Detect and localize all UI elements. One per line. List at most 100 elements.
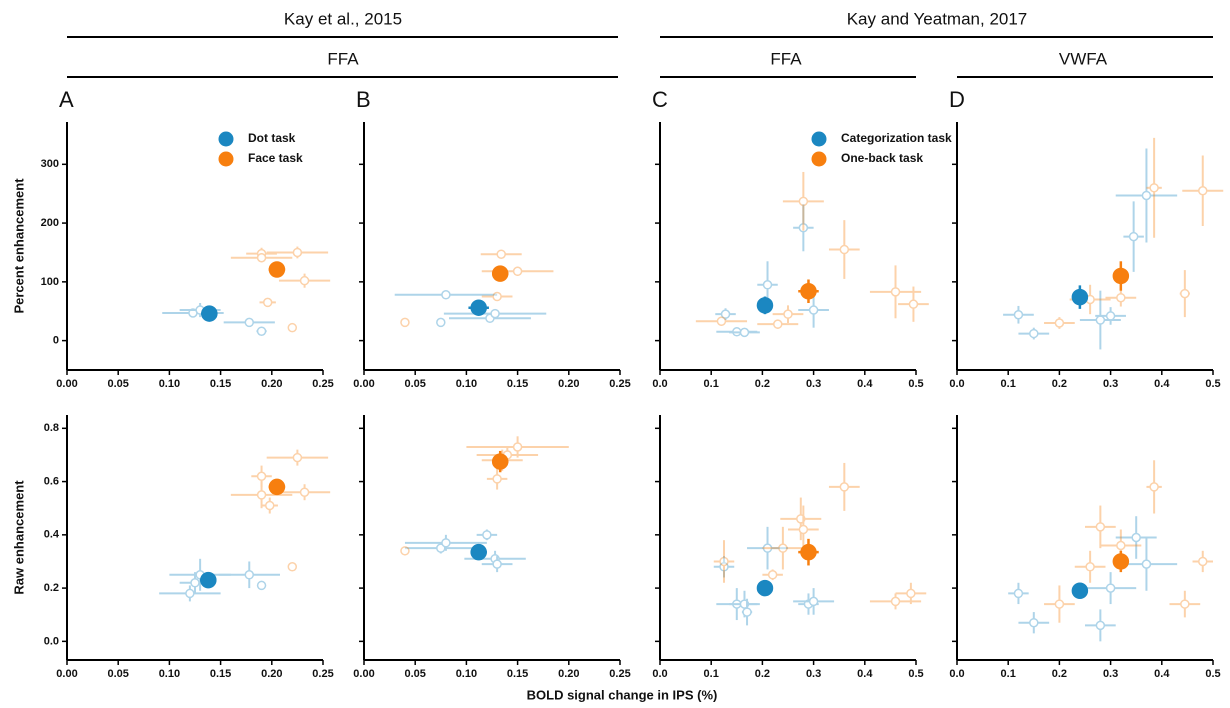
y-tick-label: 0.8 (44, 422, 59, 434)
x-tick-label: 0.3 (806, 668, 821, 680)
subject-marker (1054, 318, 1065, 328)
subject-group (159, 558, 280, 602)
mean-group (756, 296, 774, 315)
subject-marker (890, 287, 901, 297)
subject-marker (256, 471, 267, 481)
subject-marker (441, 290, 451, 300)
x-tick-label: 0.4 (1154, 378, 1170, 390)
mean-marker (1071, 582, 1089, 600)
mean-marker (491, 453, 509, 470)
subject-marker (1013, 310, 1024, 320)
mean-group (491, 265, 509, 282)
subject-marker (732, 599, 742, 609)
x-tick-label: 0.20 (261, 668, 282, 680)
x-tick-label: 0.15 (507, 378, 528, 390)
subject-group (230, 449, 331, 572)
subject-marker (1141, 190, 1152, 201)
x-tick-label: 0.10 (456, 378, 477, 390)
mean-group (1112, 261, 1130, 291)
subject-marker (762, 543, 773, 553)
x-tick-label: 0.05 (404, 668, 425, 680)
x-tick-label: 0.15 (507, 668, 528, 680)
subject-marker (400, 317, 410, 328)
subject-marker (1128, 231, 1139, 242)
subject-group (695, 171, 929, 329)
panel-letter: B (356, 87, 371, 112)
subject-marker (732, 327, 742, 337)
subject-marker (265, 500, 275, 511)
y-axis-label: Percent enhancement (11, 178, 26, 314)
subject-marker (796, 514, 806, 524)
subject-marker (299, 487, 310, 497)
subject-group (715, 204, 829, 338)
subject-marker (400, 546, 410, 556)
x-tick-label: 0.25 (609, 668, 630, 680)
panel-letter: A (59, 87, 74, 112)
subject-marker (492, 474, 502, 484)
x-tick-label: 0.2 (1052, 378, 1067, 390)
x-tick-label: 0.0 (652, 668, 667, 680)
subject-marker (441, 538, 451, 548)
mean-marker (268, 478, 286, 496)
subject-marker (485, 313, 495, 324)
mean-group (268, 261, 286, 278)
x-tick-label: 0.10 (159, 378, 180, 390)
subject-marker (256, 248, 267, 259)
subject-marker (292, 247, 303, 258)
y-tick-label: 300 (41, 158, 59, 170)
mean-marker (800, 283, 817, 300)
x-tick-label: 0.20 (558, 378, 579, 390)
x-tick-label: 0.05 (107, 378, 128, 390)
legend-label: Face task (248, 151, 303, 165)
subject-marker (1085, 562, 1095, 572)
subject-marker (1116, 292, 1126, 303)
subject-marker (1198, 556, 1208, 567)
subject-marker (256, 580, 267, 591)
x-tick-label: 0.15 (210, 378, 231, 390)
subject-marker (490, 554, 500, 564)
panel-letter: C (652, 87, 668, 112)
subject-group (394, 290, 547, 328)
subject-marker (739, 599, 750, 609)
x-tick-label: 0.00 (56, 378, 77, 390)
mean-group (201, 305, 218, 322)
subject-marker (803, 599, 814, 609)
x-tick-label: 0.10 (456, 668, 477, 680)
mean-group (200, 571, 217, 589)
y-tick-label: 100 (41, 276, 59, 288)
subject-marker (185, 588, 195, 599)
subject-marker (436, 317, 446, 328)
subject-marker (719, 562, 729, 572)
legend-label: One-back task (841, 151, 923, 165)
subject-marker (1095, 522, 1106, 532)
mean-group (1112, 550, 1130, 573)
subject-marker (798, 196, 809, 207)
mean-group (268, 478, 286, 496)
subject-marker (908, 299, 919, 309)
group-title: Kay et al., 2015 (284, 9, 402, 28)
subject-marker (496, 249, 506, 259)
y-tick-label: 0.6 (44, 475, 59, 487)
x-tick-label: 0.25 (609, 378, 630, 390)
subject-marker (482, 530, 492, 540)
subject-marker (839, 482, 850, 492)
subject-group (1044, 460, 1213, 623)
mean-group (491, 450, 509, 473)
subject-marker (783, 309, 793, 319)
x-tick-label: 0.5 (1205, 378, 1220, 390)
subject-marker (1149, 482, 1159, 492)
subject-group (713, 526, 835, 626)
subject-marker (739, 327, 750, 338)
legend-label: Categorization task (841, 131, 952, 145)
subject-marker (719, 556, 729, 567)
legend-marker (218, 151, 234, 167)
x-tick-label: 0.0 (949, 378, 964, 390)
subject-group (713, 462, 927, 610)
x-tick-label: 0.3 (1103, 668, 1118, 680)
mean-marker (1112, 267, 1130, 285)
y-tick-label: 0.2 (44, 582, 59, 594)
subject-marker (512, 442, 523, 452)
legend-marker (811, 151, 827, 167)
mean-group (798, 538, 819, 566)
subject-marker (1149, 183, 1159, 193)
